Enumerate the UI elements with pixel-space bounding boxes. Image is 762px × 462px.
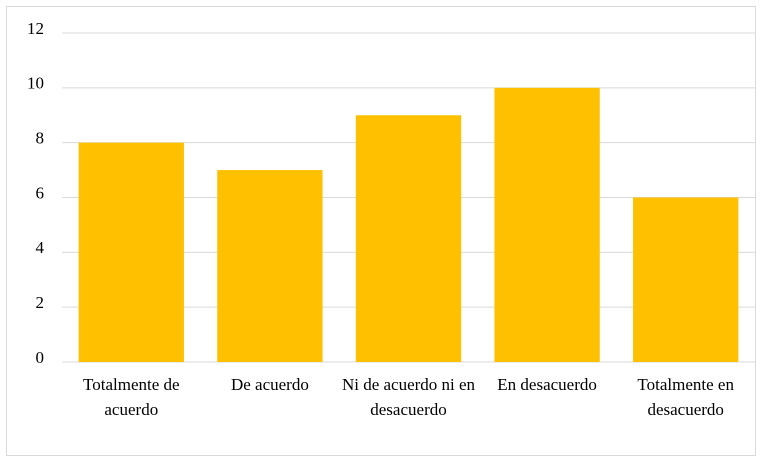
y-tick-label: 10 — [27, 74, 44, 93]
bar — [633, 197, 739, 362]
y-tick-label: 6 — [36, 183, 45, 202]
chart-frame — [6, 6, 756, 456]
bar — [494, 87, 600, 362]
y-tick-label: 2 — [36, 293, 45, 312]
bar — [355, 115, 462, 362]
x-tick-label: Ni de acuerdo ni en desacuerdo — [341, 375, 476, 419]
y-tick-label: 12 — [27, 19, 44, 38]
y-tick-label: 4 — [36, 238, 45, 257]
x-tick-label: En desacuerdo — [497, 375, 597, 394]
bar — [217, 170, 323, 362]
y-tick-label: 8 — [36, 129, 45, 148]
y-tick-label: 0 — [36, 348, 45, 367]
x-tick-label: De acuerdo — [230, 375, 309, 394]
bar — [78, 142, 184, 362]
x-tick-label: Totalmente de acuerdo — [83, 375, 180, 419]
x-tick-label: Totalmente en desacuerdo — [637, 375, 734, 419]
